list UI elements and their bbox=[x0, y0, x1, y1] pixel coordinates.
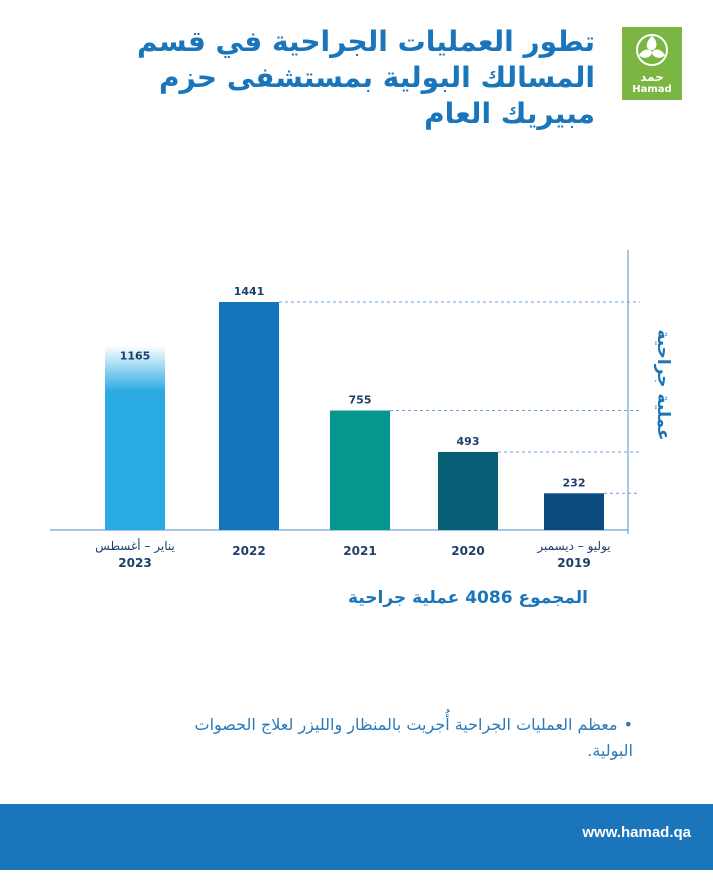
logo-english-text: Hamad bbox=[632, 84, 672, 95]
y-axis-label: عملية جراحية bbox=[653, 329, 673, 440]
category-label: 2022 bbox=[232, 544, 265, 558]
bar-value-label: 755 bbox=[349, 394, 372, 407]
category-label: يوليو – ديسمبر bbox=[536, 539, 610, 554]
footer-bar: www.hamad.qa bbox=[0, 804, 713, 870]
bar-value-label: 493 bbox=[457, 435, 480, 448]
bar bbox=[544, 493, 604, 530]
category-label: 2020 bbox=[451, 544, 484, 558]
category-year-label: 2023 bbox=[118, 556, 151, 570]
bar-chart: عملية جراحية 1165 يناير – أغسطس 2023 1441 20… bbox=[50, 250, 673, 570]
bar-value-label: 1441 bbox=[234, 285, 265, 298]
website-link[interactable]: www.hamad.qa bbox=[582, 824, 691, 841]
category-year-label: 2019 bbox=[557, 556, 590, 570]
hamad-logo: حمد Hamad bbox=[622, 27, 682, 100]
bar-value-label: 232 bbox=[563, 476, 586, 489]
bar bbox=[219, 302, 279, 530]
bar bbox=[105, 345, 165, 530]
page-title: تطور العمليات الجراحية في قسم المسالك ال… bbox=[137, 25, 595, 130]
bar bbox=[330, 410, 390, 530]
logo-arabic-text: حمد bbox=[640, 70, 664, 84]
bar bbox=[438, 451, 498, 530]
category-label: يناير – أغسطس bbox=[95, 538, 175, 554]
leaf-icon bbox=[636, 34, 668, 66]
bullet-icon: • bbox=[623, 715, 633, 734]
note-text: معظم العمليات الجراحية أُجريت بالمنظار و… bbox=[194, 715, 634, 760]
total-text: المجموع 4086 عملية جراحية bbox=[348, 588, 588, 608]
note-paragraph: •معظم العمليات الجراحية أُجريت بالمنظار … bbox=[163, 712, 634, 764]
category-label: 2021 bbox=[343, 544, 376, 558]
bar-value-label: 1165 bbox=[120, 350, 151, 363]
